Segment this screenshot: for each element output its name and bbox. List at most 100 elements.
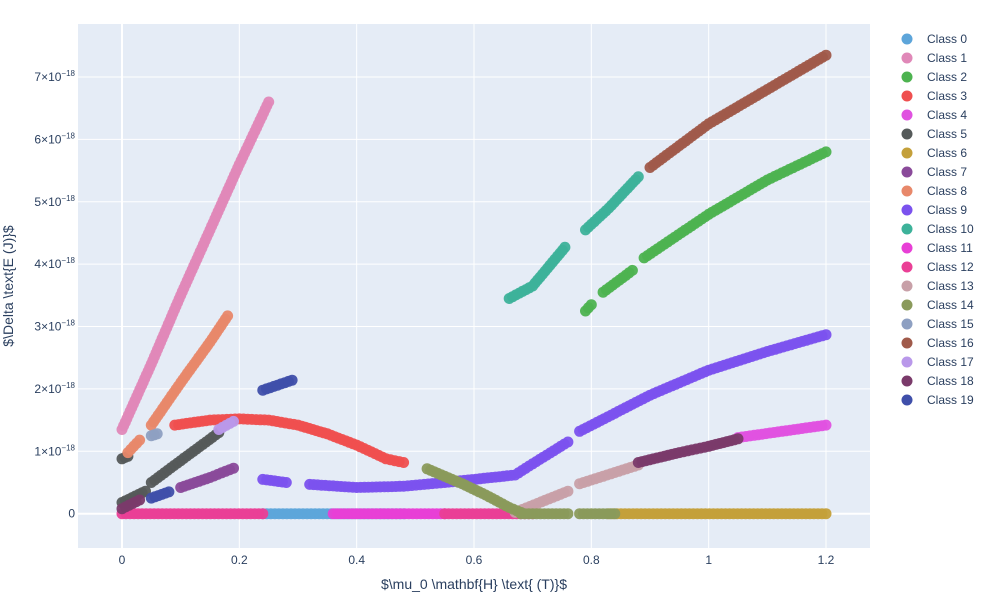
legend-label: Class 16 (927, 336, 974, 350)
data-point (163, 486, 175, 498)
data-point (257, 508, 269, 520)
y-tick-labels: 0 1×10−18 2×10−18 3×10−18 4×10−18 5×10−18 6×10… (34, 69, 75, 521)
series-class-14 (421, 463, 621, 520)
legend[interactable]: Class 0 Class 1 Class 2 Class 3 Class 4 Class… (901, 32, 975, 407)
data-point (820, 419, 832, 431)
legend-marker (901, 128, 913, 140)
data-point (228, 462, 239, 474)
series-class-2 (580, 146, 832, 317)
data-point (562, 508, 574, 520)
y-tick-label: 7×10−18 (34, 69, 75, 84)
legend-marker (901, 71, 913, 83)
data-point (134, 494, 146, 506)
legend-item[interactable]: Class 14 (901, 298, 975, 312)
legend-label: Class 8 (927, 184, 967, 198)
legend-marker (901, 394, 913, 406)
legend-item[interactable]: Class 0 (901, 32, 968, 46)
x-tick-label: 0.6 (466, 553, 483, 567)
data-point (559, 241, 571, 253)
data-points (116, 49, 832, 520)
y-tick-label: 2×10−18 (34, 381, 75, 396)
legend-item[interactable]: Class 10 (901, 222, 975, 236)
legend-item[interactable]: Class 17 (901, 355, 975, 369)
legend-label: Class 10 (927, 222, 974, 236)
data-point (134, 434, 146, 446)
legend-marker (901, 147, 913, 159)
legend-marker (901, 261, 913, 273)
series-class-17 (213, 415, 239, 435)
data-point (263, 96, 275, 108)
legend-item[interactable]: Class 12 (901, 260, 975, 274)
legend-marker (901, 337, 913, 349)
legend-label: Class 18 (927, 374, 974, 388)
legend-item[interactable]: Class 9 (901, 203, 968, 217)
data-point (562, 485, 574, 497)
legend-item[interactable]: Class 19 (901, 393, 975, 407)
legend-label: Class 6 (927, 146, 967, 160)
legend-label: Class 5 (927, 127, 967, 141)
legend-label: Class 15 (927, 317, 974, 331)
legend-marker (901, 185, 913, 197)
legend-marker (901, 299, 913, 311)
data-point (151, 428, 163, 440)
legend-marker (901, 90, 913, 102)
series-class-8 (122, 310, 234, 459)
legend-item[interactable]: Class 2 (901, 70, 968, 84)
legend-marker (901, 375, 913, 387)
legend-label: Class 12 (927, 260, 974, 274)
legend-marker (901, 109, 913, 121)
x-tick-label: 0.4 (348, 553, 365, 567)
legend-item[interactable]: Class 8 (901, 184, 968, 198)
series-class-19 (145, 374, 298, 504)
data-point (585, 299, 597, 311)
legend-item[interactable]: Class 5 (901, 127, 968, 141)
legend-item[interactable]: Class 18 (901, 374, 975, 388)
series-class-11 (327, 508, 451, 520)
legend-item[interactable]: Class 15 (901, 317, 975, 331)
y-tick-label: 6×10−18 (34, 131, 75, 146)
y-tick-label: 3×10−18 (34, 319, 75, 334)
legend-item[interactable]: Class 6 (901, 146, 968, 160)
x-axis-title: $\mu_0 \mathbf{H} \text{ (T)}$ (381, 576, 567, 592)
y-tick-label: 0 (68, 507, 75, 521)
series-class-7 (175, 462, 239, 493)
legend-marker (901, 33, 913, 45)
legend-marker (901, 242, 913, 254)
legend-label: Class 13 (927, 279, 974, 293)
x-tick-label: 1 (705, 553, 712, 567)
legend-marker (901, 223, 913, 235)
legend-item[interactable]: Class 11 (901, 241, 974, 255)
series-class-15 (145, 428, 163, 442)
data-point (398, 457, 410, 468)
x-tick-label: 0.2 (231, 553, 248, 567)
data-point (820, 146, 832, 158)
legend-item[interactable]: Class 13 (901, 279, 975, 293)
legend-marker (901, 318, 913, 330)
legend-label: Class 0 (927, 32, 967, 46)
legend-label: Class 3 (927, 89, 967, 103)
data-point (820, 329, 832, 341)
legend-label: Class 14 (927, 298, 974, 312)
data-point (732, 433, 744, 445)
data-point (222, 310, 234, 322)
legend-item[interactable]: Class 1 (901, 51, 968, 65)
y-tick-label: 5×10−18 (34, 194, 75, 209)
data-point (820, 49, 832, 61)
data-point (820, 508, 832, 520)
legend-label: Class 1 (927, 51, 967, 65)
data-point (609, 508, 621, 520)
legend-label: Class 19 (927, 393, 974, 407)
legend-item[interactable]: Class 4 (901, 108, 968, 122)
data-point (632, 171, 644, 183)
legend-item[interactable]: Class 3 (901, 89, 968, 103)
legend-marker (901, 356, 913, 368)
legend-item[interactable]: Class 16 (901, 336, 975, 350)
legend-marker (901, 52, 913, 64)
data-point (286, 374, 298, 386)
data-point (228, 415, 239, 427)
legend-label: Class 17 (927, 355, 974, 369)
legend-item[interactable]: Class 7 (901, 165, 968, 179)
series-class-3 (169, 413, 410, 468)
x-tick-label: 1.2 (818, 553, 835, 567)
